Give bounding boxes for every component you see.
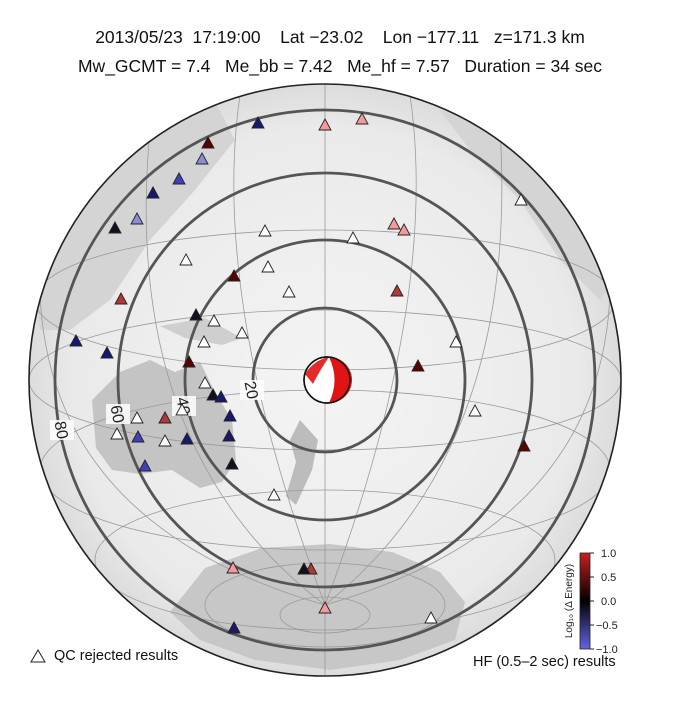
- station-black: [189, 308, 203, 321]
- event-latitude: Lat −23.02: [280, 27, 364, 47]
- hf-results-label: HF (0.5–2 sec) results: [473, 654, 616, 670]
- event-time: 17:19:00: [192, 27, 261, 47]
- me-hf-value: Me_hf = 7.57: [347, 56, 450, 76]
- station-dark-blue: [227, 621, 241, 634]
- station-rejected: [158, 434, 172, 447]
- station-rejected: [198, 376, 212, 389]
- station-dark-red: [517, 439, 531, 452]
- colorbar-tick: 1.0: [601, 548, 616, 560]
- station-light-blue: [130, 212, 144, 225]
- station-rejected: [258, 224, 272, 237]
- station-rejected: [261, 260, 275, 273]
- asia-landmass: [30, 92, 235, 330]
- station-dark-blue: [100, 346, 114, 359]
- station-rejected: [130, 411, 144, 424]
- station-red: [114, 292, 128, 305]
- mw-gcmt-value: Mw_GCMT = 7.4: [77, 56, 211, 76]
- new-guinea-landmass: [160, 318, 242, 345]
- station-dark-red: [227, 269, 241, 282]
- station-light-red: [387, 217, 401, 230]
- station-dark-blue: [214, 390, 228, 403]
- event-longitude: Lon −177.11: [382, 27, 480, 47]
- duration-value: Duration = 34 sec: [464, 56, 603, 76]
- station-blue: [131, 430, 145, 443]
- station-rejected: [468, 404, 482, 417]
- station-light-red: [318, 118, 332, 131]
- station-light-blue: [195, 152, 209, 165]
- distance-rings: [53, 108, 597, 652]
- station-dark-blue: [223, 409, 237, 422]
- station-dark-blue: [146, 186, 160, 199]
- colorbar-tick: 0.0: [601, 596, 616, 608]
- station-rejected: [514, 193, 528, 206]
- station-rejected: [175, 403, 189, 416]
- station-light-red: [226, 561, 240, 574]
- event-date: 2013/05/23: [95, 27, 183, 47]
- new-zealand-landmass: [286, 420, 318, 505]
- station-rejected: [267, 488, 281, 501]
- australia-landmass: [92, 360, 236, 488]
- station-rejected: [424, 611, 438, 624]
- distance-ring-80: [53, 108, 597, 652]
- station-dark-red: [201, 136, 215, 149]
- event-depth: z=171.3 km: [493, 27, 585, 47]
- event-header-line-1: 2013/05/23 17:19:00 Lat −23.02 Lon −177.…: [0, 27, 680, 48]
- station-light-red: [318, 601, 332, 614]
- colorbar-label: Log₁₀ (Δ Energy): [564, 564, 575, 638]
- station-rejected: [179, 253, 193, 266]
- station-dark-blue: [251, 116, 265, 129]
- station-black: [206, 388, 220, 401]
- ring-label-80: 80: [51, 420, 71, 441]
- rejected-triangle-icon: [30, 649, 46, 663]
- station-black: [225, 457, 239, 470]
- colorbar-tick: −1.0: [596, 644, 618, 656]
- ring-label-60: 60: [107, 404, 127, 425]
- station-dark-blue: [222, 429, 236, 442]
- station-rejected: [207, 314, 221, 327]
- distance-ring-60: [116, 171, 534, 589]
- station-black: [297, 562, 311, 575]
- station-dark-blue: [69, 334, 83, 347]
- qc-rejected-legend: QC rejected results: [30, 648, 178, 664]
- station-dark-red: [411, 359, 425, 372]
- station-rejected: [110, 427, 124, 440]
- me-bb-value: Me_bb = 7.42: [225, 56, 333, 76]
- station-rejected: [449, 335, 463, 348]
- colorbar-tick: 0.5: [601, 572, 616, 584]
- station-blue: [172, 172, 186, 185]
- station-light-red: [397, 223, 411, 236]
- stations: [69, 112, 531, 634]
- ring-label-20: 20: [241, 380, 261, 401]
- energy-colorbar: 1.0 0.5 0.0 −0.5 −1.0 Log₁₀ (Δ Energy): [564, 548, 618, 656]
- station-dark-blue: [180, 432, 194, 445]
- station-red: [390, 284, 404, 297]
- focal-mechanism-beachball: [303, 356, 352, 404]
- station-rejected: [346, 231, 360, 244]
- station-rejected: [282, 285, 296, 298]
- event-header-line-2: Mw_GCMT = 7.4 Me_bb = 7.42 Me_hf = 7.57 …: [0, 56, 680, 77]
- colorbar-tick: −0.5: [596, 620, 618, 632]
- distance-ring-40: [183, 238, 467, 522]
- station-rejected: [235, 326, 249, 339]
- station-blue: [138, 459, 152, 472]
- globe-outline: [28, 83, 622, 677]
- station-rejected: [197, 335, 211, 348]
- station-dark-red: [182, 355, 196, 368]
- qc-rejected-label: QC rejected results: [54, 648, 179, 664]
- station-red: [158, 411, 172, 424]
- station-light-red: [355, 112, 369, 125]
- station-black: [108, 221, 122, 234]
